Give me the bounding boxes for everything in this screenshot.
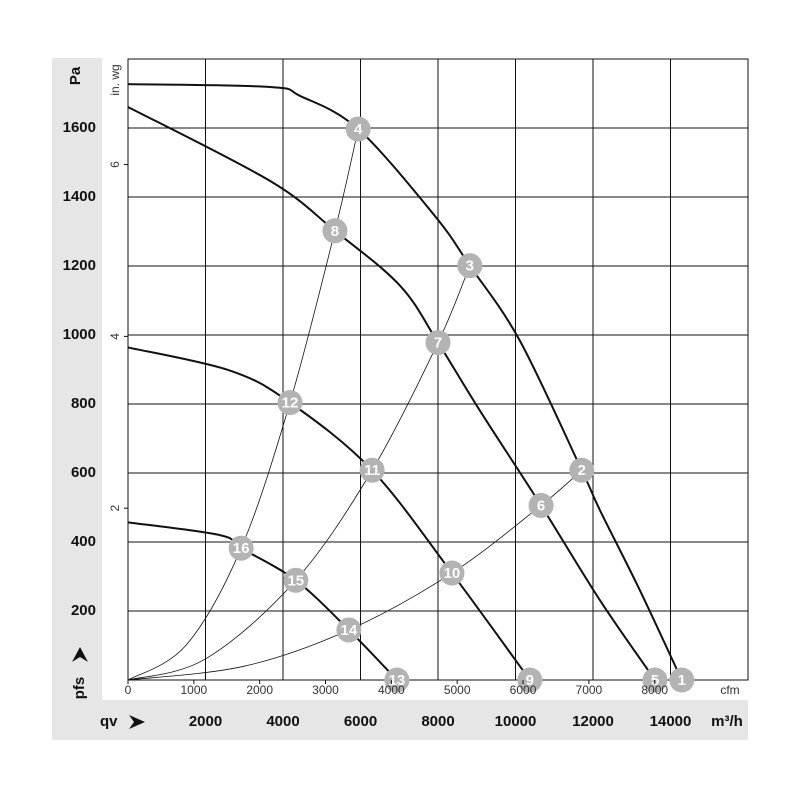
x2-tick-label: 0 <box>125 683 132 697</box>
point-marker <box>439 560 465 586</box>
point-marker <box>322 218 348 244</box>
y2-tick-label: 4 <box>108 333 122 340</box>
x-unit: m³/h <box>711 713 743 730</box>
x-tick-label: 14000 <box>650 713 692 730</box>
point-label: 8 <box>331 223 339 240</box>
point-label: 3 <box>466 258 474 275</box>
x2-unit: cfm <box>720 683 739 697</box>
point-label: 9 <box>526 672 534 689</box>
curves <box>127 83 683 681</box>
curve <box>127 106 656 681</box>
y-tick-label: 1600 <box>63 119 96 136</box>
point-label: 12 <box>282 395 299 412</box>
x-tick-label: 2000 <box>189 713 222 730</box>
point-marker <box>569 457 595 483</box>
point-label: 13 <box>389 672 406 689</box>
y-tick-label: 600 <box>71 464 96 481</box>
point-label: 16 <box>233 540 250 557</box>
point-label: 10 <box>444 565 461 582</box>
y-arrow <box>72 647 88 662</box>
point-marker <box>425 330 451 356</box>
curve <box>127 521 398 681</box>
point-label: 14 <box>341 622 358 639</box>
y-unit: Pa <box>67 66 84 85</box>
y-tick-label: 400 <box>71 533 96 550</box>
point-marker <box>277 390 303 416</box>
grid <box>128 59 748 680</box>
point-marker <box>345 116 371 142</box>
point-marker <box>359 457 385 483</box>
point-marker <box>517 667 543 693</box>
y-tick-label: 200 <box>71 602 96 619</box>
curve <box>127 346 531 681</box>
point-label: 1 <box>678 672 686 689</box>
x2-tick-label: 6000 <box>510 683 537 697</box>
point-marker <box>384 667 410 693</box>
x-tick-label: 4000 <box>266 713 299 730</box>
y-tick-label: 1000 <box>63 326 96 343</box>
x2-tick-label: 5000 <box>444 683 471 697</box>
x-tick-label: 6000 <box>344 713 377 730</box>
y-tick-label: 1200 <box>63 257 96 274</box>
x-tick-label: 8000 <box>421 713 454 730</box>
curve <box>127 83 683 681</box>
x2-tick-label: 4000 <box>378 683 405 697</box>
point-label: 6 <box>537 497 545 514</box>
x-label: qv <box>100 713 118 730</box>
operating-points: 12345678910111213141516 <box>228 116 695 693</box>
x2-tick-label: 1000 <box>180 683 207 697</box>
x-arrow <box>129 715 145 729</box>
point-marker <box>336 617 362 643</box>
point-label: 11 <box>364 462 380 479</box>
point-marker <box>669 667 695 693</box>
point-marker <box>283 567 309 593</box>
point-marker <box>228 535 254 561</box>
point-marker <box>457 253 483 279</box>
curve <box>127 469 583 681</box>
point-label: 2 <box>578 462 586 479</box>
y-tick-label: 800 <box>71 395 96 412</box>
point-label: 4 <box>354 121 363 138</box>
y-band <box>52 58 102 740</box>
point-label: 15 <box>287 572 304 589</box>
y2-unit: in. wg <box>108 64 122 95</box>
x-band <box>52 700 748 740</box>
x2-tick-label: 3000 <box>312 683 339 697</box>
point-label: 7 <box>434 335 442 352</box>
x2-tick-label: 2000 <box>246 683 273 697</box>
x-tick-label: 10000 <box>495 713 537 730</box>
y-label: pfs <box>71 677 88 700</box>
y2-tick-label: 6 <box>108 161 122 168</box>
y-tick-label: 1400 <box>63 188 96 205</box>
x2-tick-label: 7000 <box>576 683 603 697</box>
curve <box>127 128 359 681</box>
point-marker <box>528 492 554 518</box>
x2-tick-label: 8000 <box>641 683 668 697</box>
y2-tick-label: 2 <box>108 505 122 512</box>
x-tick-label: 12000 <box>572 713 614 730</box>
